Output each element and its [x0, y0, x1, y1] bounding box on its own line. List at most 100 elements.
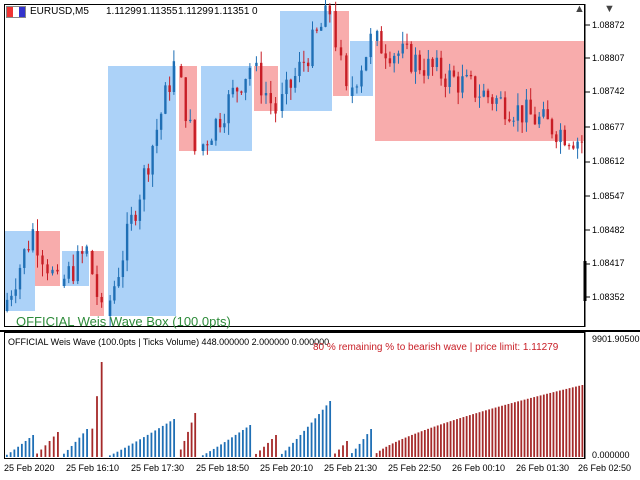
candle-body: [121, 260, 125, 278]
candle-body: [260, 62, 263, 96]
bear-volume-bar: [388, 445, 391, 457]
time-label: 25 Feb 22:50: [388, 463, 442, 473]
ohlc-open: 1.11299: [106, 6, 142, 17]
bull-volume-bar: [20, 443, 23, 457]
candle-body: [465, 74, 468, 77]
candle-body: [401, 43, 404, 54]
bear-volume-bar: [259, 450, 261, 457]
price-label: 1.08352: [592, 292, 625, 302]
candle-body: [388, 58, 392, 64]
bear-volume-bar: [391, 443, 394, 457]
bull-volume-bar: [158, 428, 160, 457]
bear-volume-bar: [395, 441, 397, 457]
price-label: 1.08612: [592, 156, 625, 166]
bear-volume-bar: [497, 406, 500, 457]
candle-body: [81, 251, 84, 254]
candle-body: [427, 58, 430, 76]
bull-volume-bar: [351, 453, 353, 457]
bear-volume-bar: [459, 418, 462, 457]
time-label: 25 Feb 18:50: [196, 463, 250, 473]
candle-body: [274, 103, 277, 114]
bull-volume-bar: [139, 439, 142, 457]
bear-volume-bar: [443, 423, 446, 457]
candle-body: [138, 199, 142, 221]
candle-body: [255, 62, 258, 66]
bear-volume-bar: [546, 393, 548, 457]
wave-status-message: 80 % remaining % to bearish wave | price…: [313, 342, 559, 353]
candle-body: [576, 141, 579, 149]
bear-volume-bar: [510, 403, 513, 457]
bear-volume-bar: [436, 425, 439, 457]
candle-body: [478, 96, 481, 98]
candle-body: [351, 87, 354, 96]
bear-volume-bar: [190, 422, 193, 457]
price-chart[interactable]: EURUSD,M5 1.11299 1.11355 1.11299 1.1135…: [0, 0, 640, 330]
wave-box: [179, 66, 197, 151]
close-chart-icon[interactable]: ▼: [604, 3, 615, 15]
bear-volume-bar: [568, 388, 571, 457]
bull-volume-bar: [9, 452, 12, 457]
candle-body: [293, 76, 297, 88]
bull-volume-bar: [245, 427, 248, 457]
bull-volume-bar: [321, 409, 324, 457]
bear-volume-bar: [575, 386, 577, 457]
bear-volume-bar: [334, 453, 336, 457]
bull-volume-bar: [66, 449, 69, 457]
candle-body: [302, 61, 306, 63]
candle-body: [444, 78, 447, 87]
candle-body: [533, 114, 537, 125]
bull-volume-bar: [5, 454, 8, 457]
bear-volume-bar: [52, 436, 55, 457]
candle-body: [168, 85, 171, 92]
candle-body: [100, 296, 103, 303]
bull-volume-bar: [124, 447, 126, 457]
bull-volume-bar: [362, 439, 365, 457]
candle-body: [439, 57, 443, 79]
indicator-title: OFFICIAL Weis Wave (100.0pts | Ticks Vol…: [8, 337, 330, 347]
bear-volume-bar: [404, 437, 407, 457]
candle-body: [240, 91, 243, 93]
time-label: 25 Feb 16:10: [66, 463, 120, 473]
bear-volume-bar: [430, 427, 433, 457]
candle-body: [125, 223, 129, 261]
candle-body: [248, 67, 252, 79]
weis-wave-pane[interactable]: OFFICIAL Weis Wave (100.0pts | Ticks Vol…: [0, 332, 640, 460]
bear-volume-bar: [401, 438, 404, 457]
candle-body: [218, 118, 222, 128]
bull-volume-bar: [292, 442, 294, 457]
bull-volume-bar: [329, 401, 332, 457]
candle-body: [380, 31, 383, 54]
candle-body: [142, 168, 146, 200]
bear-volume-bar: [179, 449, 182, 457]
candle-body: [264, 93, 268, 96]
candle-body: [418, 54, 421, 71]
candle-body: [405, 43, 409, 45]
bear-volume-bar: [526, 398, 529, 457]
bear-volume-bar: [513, 402, 516, 457]
price-label: 1.08807: [592, 53, 625, 63]
wave-box: [280, 11, 332, 111]
bear-volume-bar: [468, 415, 471, 457]
candle-body: [130, 214, 133, 224]
candle-body: [227, 94, 230, 124]
bear-volume-bar: [375, 453, 378, 457]
bull-volume-bar: [201, 455, 204, 457]
bull-volume-bar: [241, 429, 244, 457]
bear-volume-bar: [523, 399, 526, 457]
bull-volume-bar: [325, 405, 328, 457]
pane-separator[interactable]: [0, 330, 640, 332]
bear-volume-bar: [194, 413, 197, 457]
bull-volume-bar: [165, 423, 168, 457]
bear-volume-bar: [571, 387, 574, 457]
candle-body: [155, 129, 159, 146]
candle-body: [512, 120, 515, 122]
chart-settings-icon[interactable]: ▲: [574, 3, 585, 15]
bear-volume-bar: [578, 385, 581, 457]
bear-volume-bar: [562, 389, 564, 457]
bull-volume-bar: [32, 435, 35, 457]
candle-body: [397, 53, 400, 56]
candle-body: [491, 97, 494, 104]
candle-body: [289, 79, 293, 88]
candle-body: [580, 141, 584, 143]
candle-body: [328, 5, 332, 15]
